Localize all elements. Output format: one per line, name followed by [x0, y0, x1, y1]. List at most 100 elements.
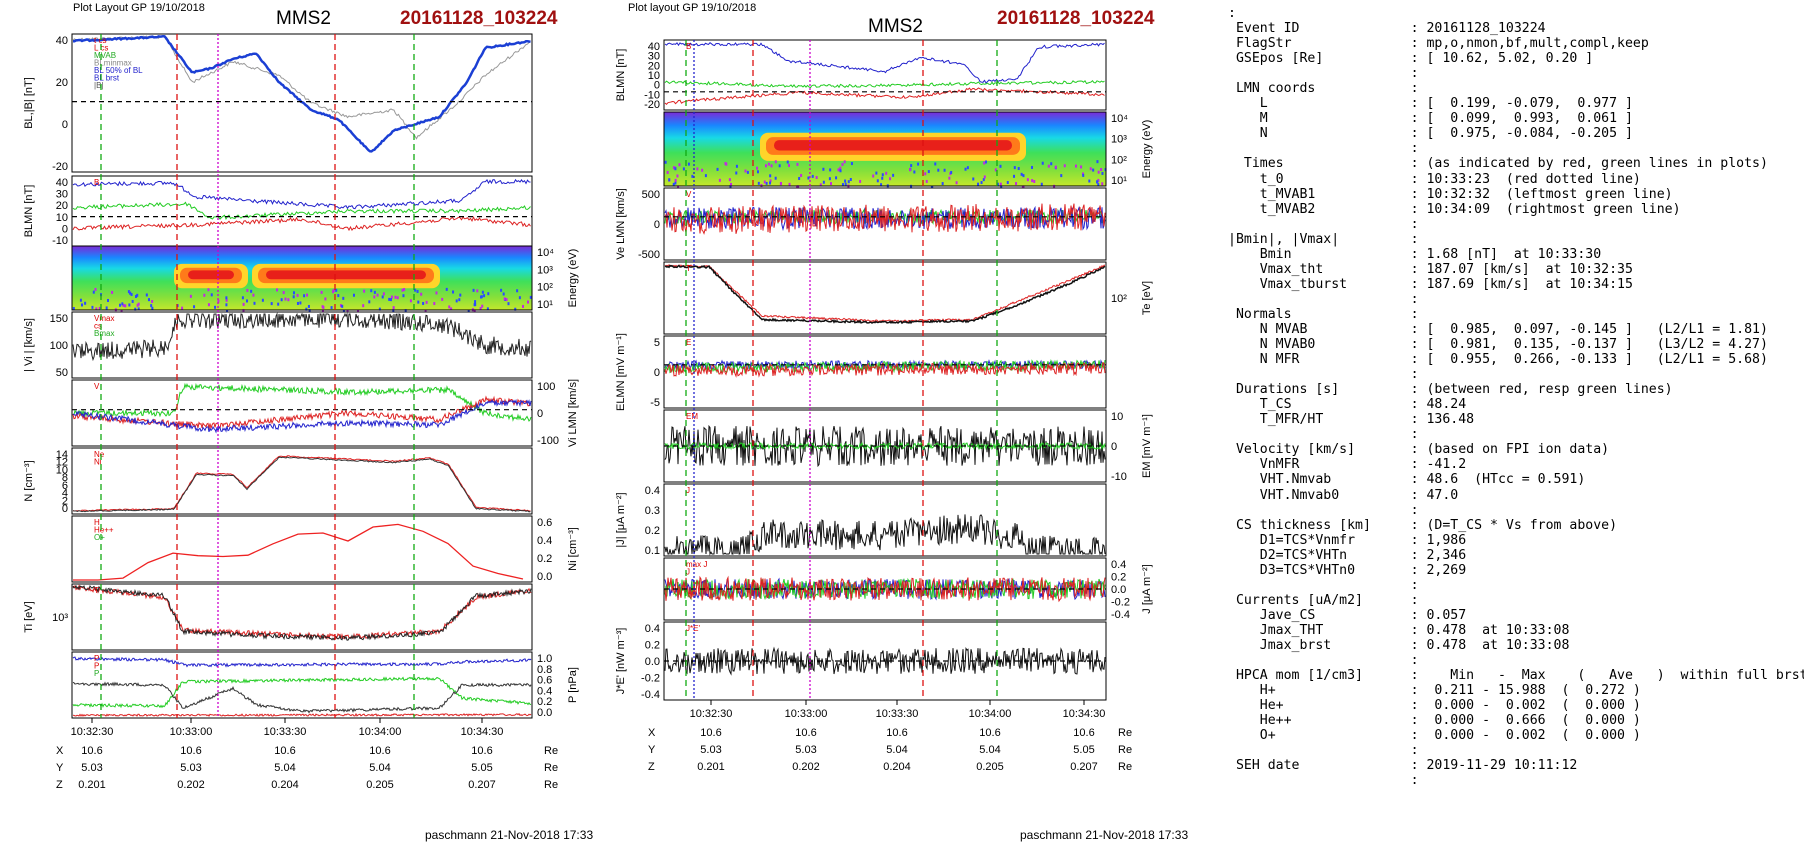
left-legend-entry: MVAB [94, 51, 116, 60]
spec-speckle [516, 289, 519, 293]
spec-speckle [136, 303, 139, 307]
spec-speckle [892, 173, 895, 177]
spec-speckle [389, 298, 392, 302]
info-line: N MFR : [ 0.955, 0.266, -0.133 ] (L2/L1 … [1228, 352, 1768, 368]
left-trace [72, 215, 531, 232]
mid-legend-entry: E [686, 338, 691, 347]
spec-speckle [1089, 167, 1092, 171]
info-line: : [1228, 141, 1419, 157]
info-line: GSEpos [Re] : [ 10.62, 5.02, 0.20 ] [1228, 51, 1594, 67]
spec-speckle [401, 288, 404, 292]
mid-trace [664, 575, 1106, 603]
spec-speckle [1074, 164, 1077, 168]
spec-speckle [807, 176, 810, 180]
spec-speckle [725, 162, 728, 166]
spec-speckle [181, 306, 184, 310]
spec-speckle [424, 309, 427, 313]
left-pos-unit: Re [544, 762, 558, 774]
spec-speckle [500, 288, 503, 292]
mid-ytick-label: 20 [648, 60, 660, 72]
spec-speckle [1013, 174, 1016, 178]
left-ytick-label: 0.6 [537, 517, 552, 529]
left-legend-entry: cs [94, 322, 102, 331]
left-pos-value: 10.6 [180, 745, 201, 757]
spec-speckle [674, 167, 677, 171]
spec-speckle [518, 296, 521, 300]
left-trace [72, 712, 532, 717]
mid-ytick-label: -10 [1111, 471, 1127, 483]
mid-xtick-label: 10:33:30 [876, 708, 919, 720]
spec-speckle [1022, 185, 1025, 189]
spec-speckle [332, 288, 335, 292]
spec-speckle [696, 167, 699, 171]
spec-speckle [425, 300, 428, 304]
mid-pos-value: 10.6 [979, 727, 1000, 739]
spec-speckle [137, 307, 140, 311]
left-ytick-label: 0.2 [537, 696, 552, 708]
left-legend-entry: O+ [94, 533, 105, 542]
spec-speckle [242, 309, 245, 313]
spec-speckle [458, 298, 461, 302]
spec-speckle [1054, 165, 1057, 169]
spec-speckle [1060, 174, 1063, 178]
spec-speckle [130, 292, 133, 296]
left-trace [72, 584, 532, 641]
spec-speckle [798, 176, 801, 180]
left-ylabel: Ni [cm⁻³] [567, 527, 579, 571]
info-line: : [1228, 653, 1419, 669]
mid-panel-7: 0.40.20.0-0.2-0.4 J [μA m⁻²] max JJ [663, 557, 1153, 621]
spec-speckle [91, 305, 94, 309]
spec-speckle [422, 301, 425, 305]
spec-speckle [394, 295, 397, 299]
spec-speckle [330, 306, 333, 310]
spec-speckle [674, 181, 677, 185]
left-legend-entry: BL 50% of BL [94, 66, 143, 75]
info-line: D1=TCS*Vnmfr : 1,986 [1228, 532, 1467, 548]
spec-speckle [381, 295, 384, 299]
spec-speckle [322, 305, 325, 309]
mid-xtick-label: 10:32:30 [690, 708, 733, 720]
left-xtick-label: 10:34:30 [461, 726, 504, 738]
spec-speckle [435, 291, 438, 295]
spec-speckle [306, 293, 309, 297]
spec-speckle [342, 309, 345, 313]
left-pos-unit: Re [544, 745, 558, 757]
spec-speckle [796, 162, 799, 166]
mid-pos-unit: Re [1118, 744, 1132, 756]
spec-frame [663, 111, 1107, 187]
info-line: SEH date : 2019-11-29 10:11:12 [1228, 758, 1578, 774]
spec-speckle [1101, 182, 1104, 186]
spec-speckle [474, 300, 477, 304]
info-line: D2=TCS*VHTn : 2,346 [1228, 547, 1467, 563]
info-line: Times : (as indicated by red, green line… [1228, 156, 1768, 172]
spec-speckle [296, 301, 299, 305]
spec-speckle [682, 167, 685, 171]
spec-speckle [1020, 172, 1023, 176]
spec-speckle [214, 305, 217, 309]
info-line: : [1228, 66, 1419, 82]
info-line: Normals : [1228, 306, 1419, 322]
spec-speckle [872, 174, 875, 178]
left-ytick-label: 10³ [52, 612, 68, 624]
mid-ytick-label: 0 [654, 367, 660, 379]
left-ytick-label: 20 [56, 200, 68, 212]
mid-ytick-label: 0 [654, 80, 660, 92]
spec-speckle [1017, 167, 1020, 171]
spec-speckle [955, 181, 958, 185]
info-line: He+ : 0.000 - 0.002 ( 0.000 ) [1228, 698, 1641, 714]
spec-speckle [847, 180, 850, 184]
spec-speckle [1041, 161, 1044, 165]
spec-speckle [84, 301, 87, 305]
spec-speckle [226, 309, 229, 313]
left-trace [72, 178, 531, 210]
spec-speckle [718, 178, 721, 182]
spec-speckle [261, 298, 264, 302]
spec-speckle [225, 303, 228, 307]
spec-speckle [889, 177, 892, 181]
spec-speckle [770, 164, 773, 168]
left-trace [72, 398, 532, 434]
mid-title: MMS2 [868, 16, 923, 37]
spec-speckle [927, 170, 930, 174]
left-legend-entry: Ni [94, 458, 102, 467]
